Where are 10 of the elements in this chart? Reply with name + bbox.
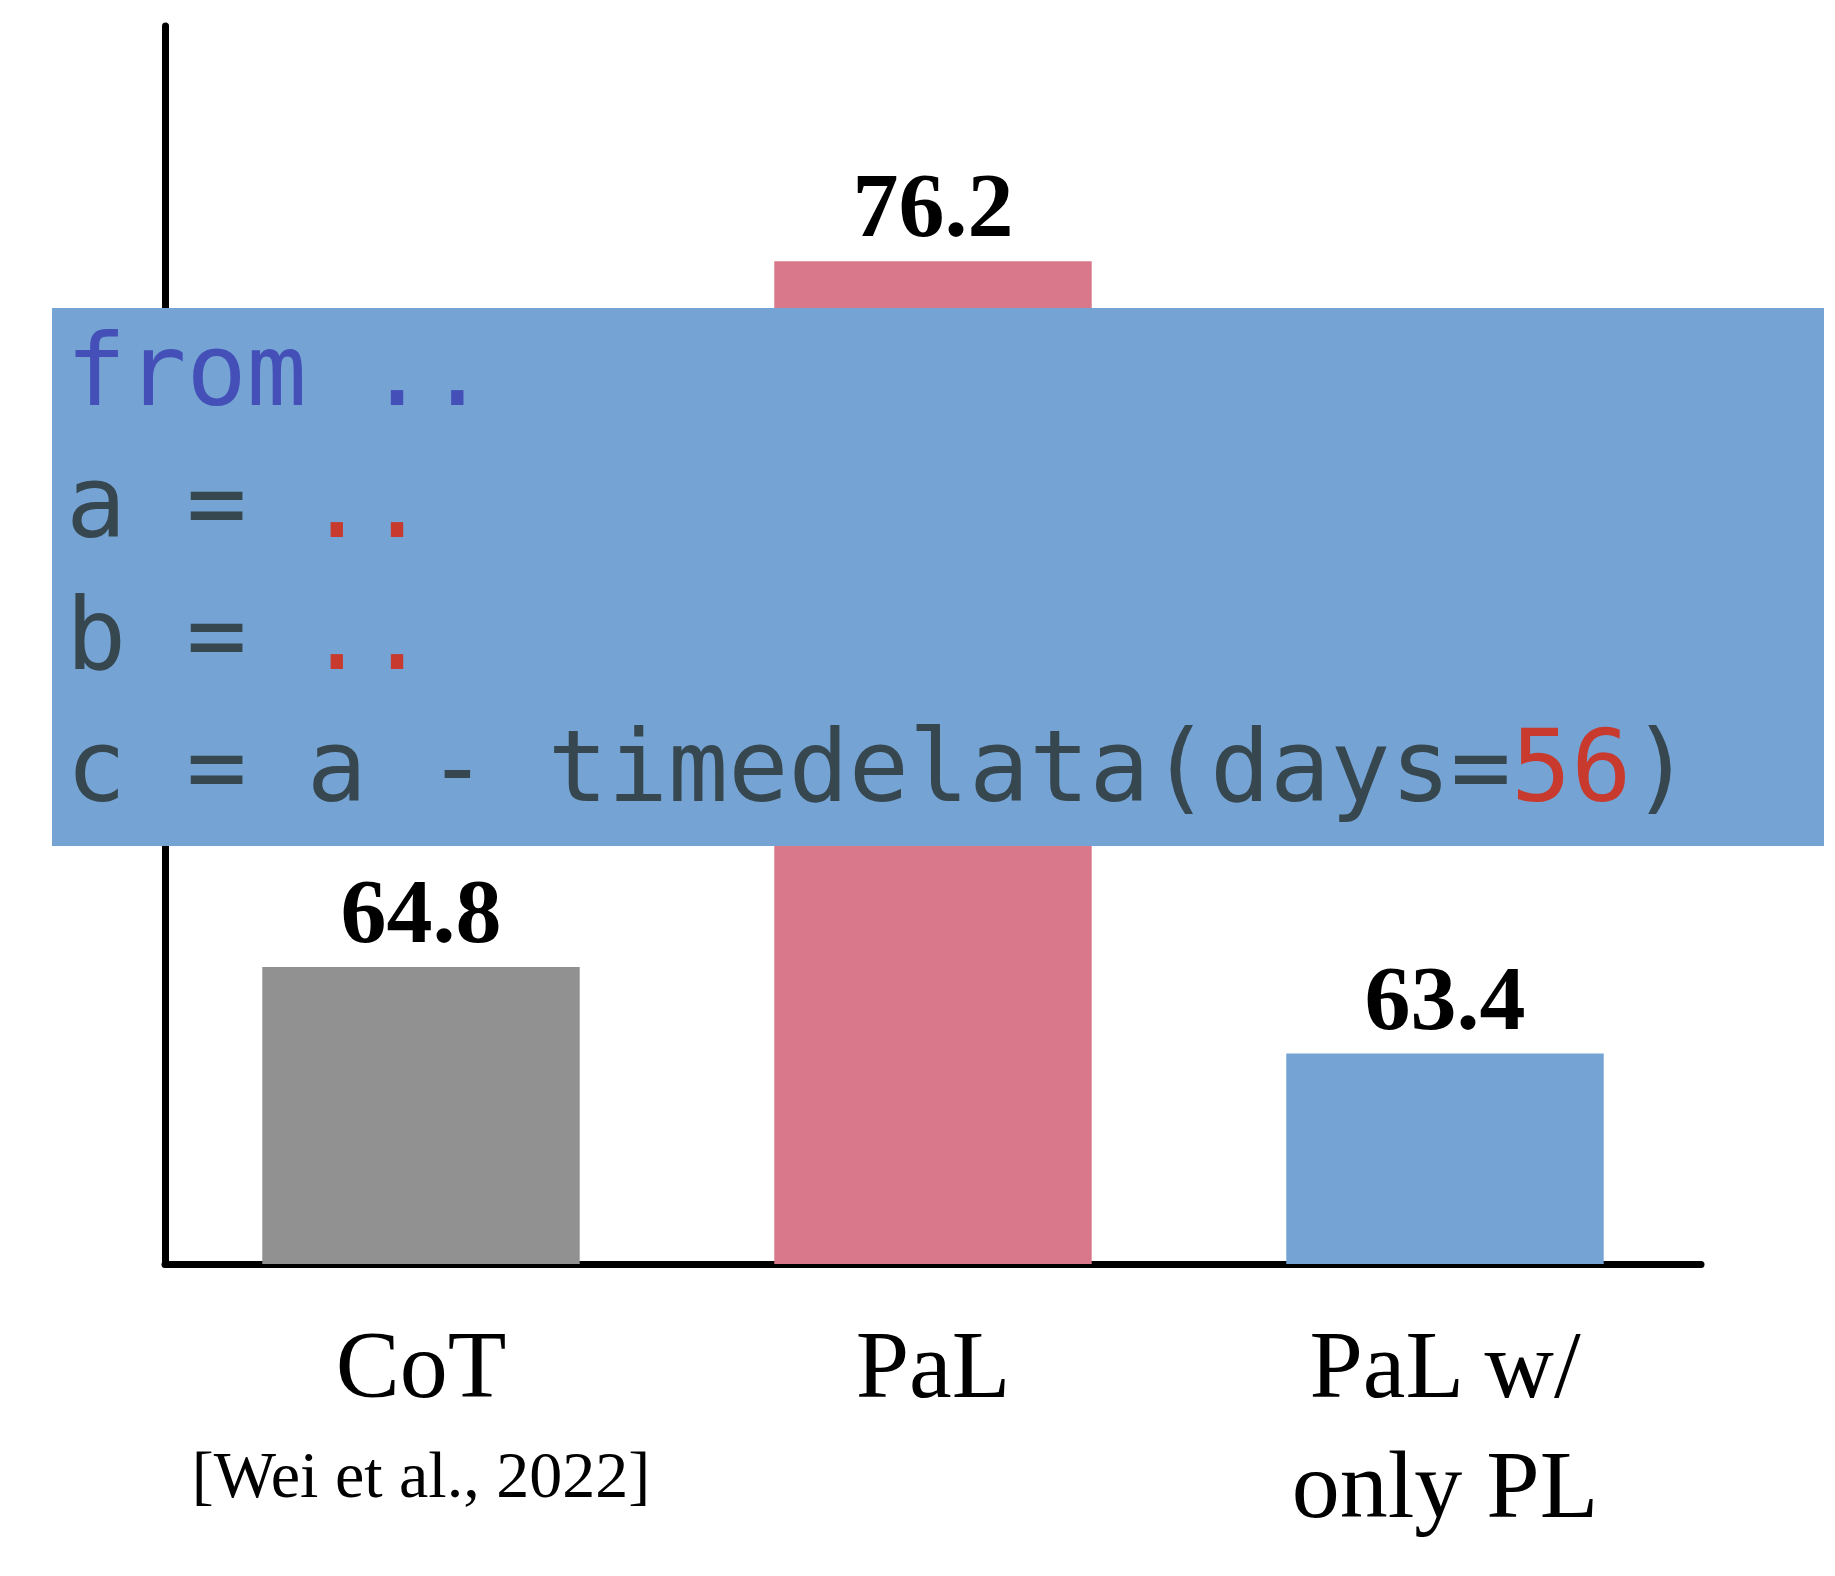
annotation: a = .. bbox=[66, 443, 428, 561]
x-tick-label: PaL bbox=[855, 1310, 1011, 1418]
annotation: c = a - timedelata(days=56) bbox=[66, 707, 1692, 825]
annotation: from .. bbox=[66, 311, 488, 429]
data-label: 63.4 bbox=[1364, 946, 1526, 1049]
x-tick-label: PaL w/ only PL bbox=[1291, 1310, 1599, 1538]
data-label: 76.2 bbox=[852, 154, 1014, 257]
annotation: b = .. bbox=[66, 575, 428, 693]
data-label: 64.8 bbox=[340, 859, 502, 962]
x-tick-label: CoT [Wei et al., 2022] bbox=[191, 1310, 651, 1511]
